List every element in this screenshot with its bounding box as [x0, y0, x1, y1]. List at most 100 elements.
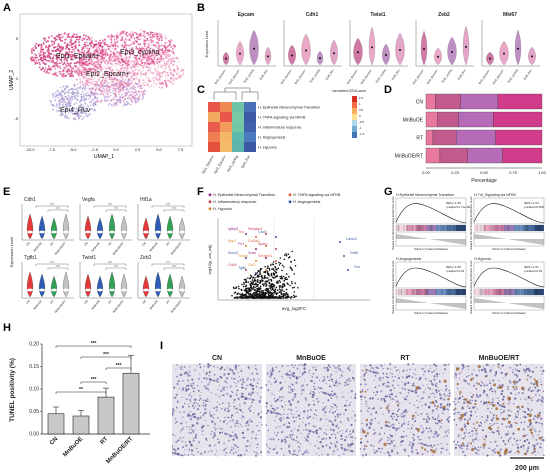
gsea-rank-gradient — [495, 225, 496, 231]
umap-point — [160, 65, 162, 68]
gsea-plot-title: H.Angiogenesis — [396, 257, 421, 261]
umap-point — [167, 58, 170, 60]
volcano-point — [243, 289, 246, 291]
gsea-stats-text: NES=-1.68 — [446, 265, 461, 269]
histology-nucleus — [236, 436, 238, 438]
umap-point — [141, 70, 144, 73]
histology-nucleus — [185, 426, 188, 428]
violin-median — [357, 51, 359, 54]
histology-nucleus — [343, 447, 346, 450]
volcano-point — [265, 280, 268, 283]
gsea-ylabel-top: Running Enrichment Score — [469, 260, 473, 292]
umap-point — [40, 51, 43, 54]
gsea-rank-gradient — [427, 289, 428, 295]
histology-nucleus — [323, 431, 326, 434]
umap-point — [71, 46, 74, 49]
gsea-rank-gradient — [451, 289, 452, 295]
volcano-labeled-point — [255, 260, 257, 262]
histology-nucleus — [224, 455, 226, 457]
histology-nucleus — [296, 410, 299, 413]
umap-point — [169, 77, 172, 80]
umap-point — [136, 57, 139, 60]
umap-point — [62, 113, 64, 116]
umap-point — [96, 97, 99, 100]
histology-nucleus — [268, 452, 270, 454]
umap-point — [72, 75, 75, 78]
gsea-rank-gradient — [456, 289, 457, 295]
volcano-point — [271, 263, 273, 265]
gsea-xlabel: Rank in Ordered Dataset — [492, 247, 525, 251]
volcano-point — [247, 289, 250, 291]
umap-point — [54, 92, 57, 94]
umap-point — [73, 51, 76, 53]
umap-point — [135, 45, 138, 48]
umap-point — [103, 89, 106, 92]
umap-point — [132, 74, 134, 76]
umap-point — [61, 104, 64, 107]
gsea-plots: H.Epithelial Mesenchymal TransitionNES=-… — [391, 193, 545, 315]
umap-point — [78, 87, 81, 89]
violin-median — [305, 49, 307, 52]
umap-point — [156, 79, 159, 82]
stacked-bar-segment — [432, 129, 457, 146]
umap-point — [84, 106, 86, 109]
gsea-rank-gradient — [485, 225, 486, 231]
violin-box — [39, 288, 45, 292]
violin-shape — [121, 215, 127, 240]
umap-point — [106, 87, 109, 89]
umap-point — [114, 44, 117, 47]
umap-point — [129, 53, 131, 55]
umap-point — [164, 51, 166, 54]
umap-point — [86, 62, 88, 64]
umap-point — [94, 84, 97, 87]
umap-point — [148, 85, 151, 88]
umap-point — [58, 45, 61, 48]
umap-point — [108, 85, 111, 88]
histology-nucleus — [228, 439, 231, 442]
umap-point — [72, 92, 74, 94]
umap-point — [156, 51, 158, 54]
histology-nucleus — [208, 371, 211, 374]
stacked-xtick: 0.50 — [480, 170, 489, 175]
histology-nucleus — [183, 366, 186, 368]
histology-nucleus — [276, 452, 278, 455]
violin-shape — [249, 29, 259, 66]
umap-point — [85, 112, 87, 115]
histology-nucleus — [323, 367, 326, 369]
histology-nucleus — [280, 440, 284, 443]
umap-point — [142, 73, 145, 76]
umap-point — [162, 85, 165, 87]
histology-nucleus — [234, 367, 238, 370]
gsea-rank-gradient — [398, 225, 399, 231]
umap-point — [65, 65, 68, 68]
histology-nucleus — [297, 429, 300, 432]
histology-nucleus — [297, 441, 300, 444]
umap-point — [103, 54, 106, 56]
umap-point — [165, 62, 168, 64]
umap-point — [140, 76, 143, 79]
histology-nucleus — [284, 381, 287, 383]
umap-point — [161, 64, 164, 66]
volcano-point — [272, 268, 275, 270]
gsea-rank-gradient — [499, 289, 500, 295]
volcano-point — [263, 276, 266, 278]
volcano-point — [249, 284, 252, 286]
histology-nucleus — [183, 372, 186, 375]
volcano-point — [274, 276, 276, 279]
umap-point — [81, 52, 84, 55]
umap-point — [86, 80, 89, 83]
histology-nucleus — [328, 436, 332, 440]
volcano-point — [270, 293, 273, 295]
histology-nucleus — [227, 416, 230, 419]
umap-point — [89, 67, 92, 70]
umap-point — [136, 65, 139, 68]
violin-median — [371, 46, 373, 49]
umap-point — [90, 45, 93, 48]
volcano-gene-label: Serpine1 — [248, 227, 262, 231]
gsea-rank-gradient — [423, 289, 424, 295]
umap-point — [137, 79, 139, 81]
volcano-labeled-point — [343, 255, 345, 257]
umap-point — [170, 73, 172, 76]
volcano-labeled-point — [265, 257, 267, 259]
umap-point — [99, 45, 102, 48]
